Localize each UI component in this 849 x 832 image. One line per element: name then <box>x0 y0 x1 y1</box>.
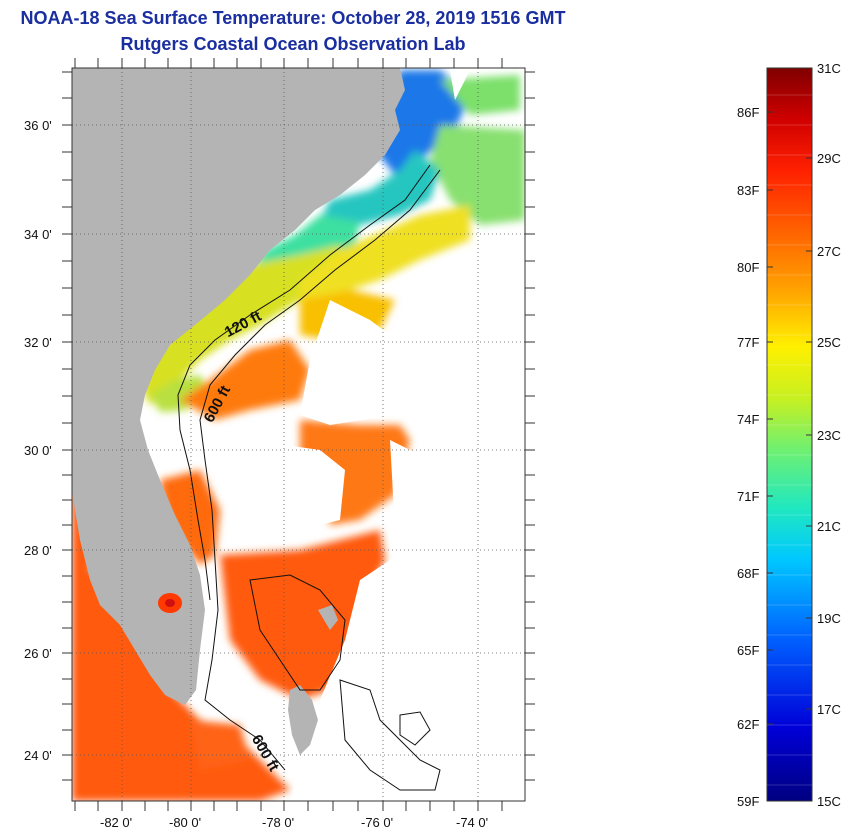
contour-600ft <box>199 169 441 771</box>
contour-bahamas-3 <box>399 711 431 746</box>
lon-label: -82 0' <box>100 815 132 830</box>
colorbar-c-label: 21C <box>817 519 841 534</box>
map-title: NOAA-18 Sea Surface Temperature: October… <box>20 8 566 28</box>
lon-label: -74 0' <box>456 815 488 830</box>
colorbar-f-label: 83F <box>737 183 759 198</box>
colorbar-f-label: 62F <box>737 717 759 732</box>
colorbar-c-label: 19C <box>817 611 841 626</box>
lat-label: 36 0' <box>24 118 52 133</box>
lat-label: 30 0' <box>24 443 52 458</box>
colorbar-f-label: 68F <box>737 566 759 581</box>
colorbar-f-label: 77F <box>737 335 759 350</box>
colorbar-c-label: 31C <box>817 61 841 76</box>
colorbar-f-label: 74F <box>737 412 759 427</box>
cloud-mask <box>245 70 525 801</box>
latitude-labels: 36 0' 34 0' 32 0' 30 0' 28 0' 26 0' 24 0… <box>24 118 52 763</box>
lat-label: 28 0' <box>24 543 52 558</box>
lat-label: 26 0' <box>24 646 52 661</box>
lon-label: -80 0' <box>169 815 201 830</box>
contour-120ft <box>177 164 431 601</box>
colorbar-c-label: 29C <box>817 151 841 166</box>
colorbar-f-label: 65F <box>737 643 759 658</box>
colorbar-c-label: 27C <box>817 244 841 259</box>
colorbar-c-label: 15C <box>817 794 841 809</box>
map-panel <box>72 68 525 801</box>
contour-bahamas-1 <box>249 574 346 691</box>
lat-label: 24 0' <box>24 748 52 763</box>
land-mainland <box>72 68 405 705</box>
land-bahamas-andros <box>288 685 318 755</box>
colorbar-c-label: 25C <box>817 335 841 350</box>
colorbar-bands <box>767 94 812 786</box>
map-frame <box>71 67 526 802</box>
colorbar-f-ticks <box>767 111 773 725</box>
contour-bahamas-2 <box>339 679 441 791</box>
map-subtitle: Rutgers Coastal Ocean Observation Lab <box>120 34 466 54</box>
lake-okeechobee-center <box>165 599 175 607</box>
lon-label: -78 0' <box>262 815 294 830</box>
colorbar-c-ticks <box>806 157 812 710</box>
axis-ticks <box>62 58 535 811</box>
lat-label: 34 0' <box>24 227 52 242</box>
colorbar-f-label: 71F <box>737 489 759 504</box>
longitude-labels: -82 0' -80 0' -78 0' -76 0' -74 0' <box>100 815 488 830</box>
colorbar-c-label: 23C <box>817 428 841 443</box>
colorbar: 86F 83F 80F 77F 74F 71F 68F 65F 62F 59F … <box>737 61 841 809</box>
lat-label: 32 0' <box>24 335 52 350</box>
land-bahamas-small <box>318 605 338 630</box>
depth-contours <box>177 164 441 791</box>
colorbar-f-label: 80F <box>737 260 759 275</box>
colorbar-f-label: 59F <box>737 794 759 809</box>
colorbar-c-label: 17C <box>817 702 841 717</box>
colorbar-f-label: 86F <box>737 105 759 120</box>
colorbar-gradient <box>766 67 813 802</box>
land <box>72 68 405 755</box>
lon-label: -76 0' <box>361 815 393 830</box>
